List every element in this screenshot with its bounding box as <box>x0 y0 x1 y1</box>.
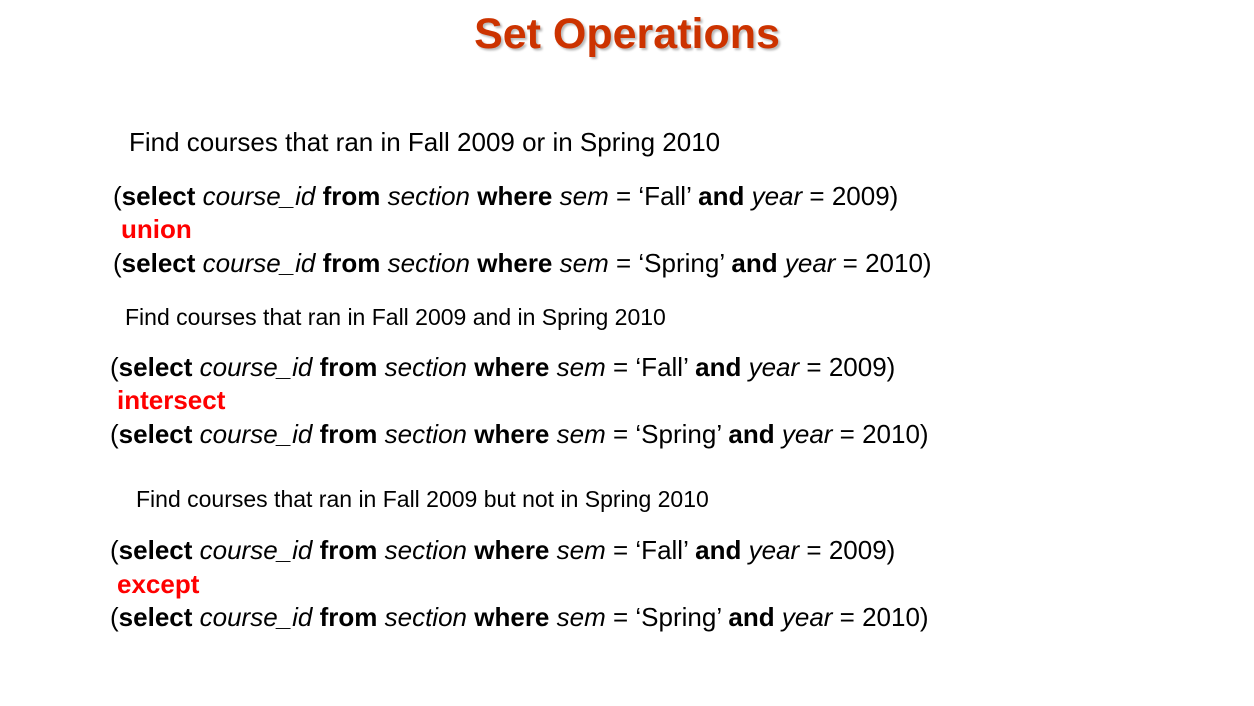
year-column: year <box>781 602 833 632</box>
intersect-operator: intersect <box>117 385 226 415</box>
equals-sign: = <box>605 602 636 632</box>
equals-sign: = <box>832 602 863 632</box>
relation-name: section <box>387 248 471 278</box>
where-keyword: where <box>474 602 550 632</box>
sem-column: sem <box>559 248 609 278</box>
sem-value: ‘Spring’ <box>638 248 725 278</box>
and-keyword: and <box>695 352 742 382</box>
equals-sign: = <box>802 181 832 211</box>
open-paren: ( <box>110 602 119 632</box>
open-paren: ( <box>110 419 119 449</box>
relation-name: section <box>384 602 468 632</box>
relation-name: section <box>384 419 468 449</box>
and-keyword: and <box>695 535 742 565</box>
equals-sign: = <box>605 535 636 565</box>
where-keyword: where <box>474 352 550 382</box>
union-query-spring: (select course_id from section where sem… <box>113 248 932 278</box>
sem-value: ‘Fall’ <box>638 181 691 211</box>
relation-name: section <box>387 181 471 211</box>
intersect-query-spring: (select course_id from section where sem… <box>110 419 929 449</box>
attribute-name: course_id <box>199 602 313 632</box>
intersect-query-fall: (select course_id from section where sem… <box>110 352 895 382</box>
year-value: 2010) <box>862 419 929 449</box>
where-keyword: where <box>474 419 550 449</box>
from-keyword: from <box>319 419 378 449</box>
relation-name: section <box>384 352 468 382</box>
year-column: year <box>781 419 833 449</box>
where-keyword: where <box>477 181 553 211</box>
select-keyword: select <box>121 248 196 278</box>
and-keyword: and <box>698 181 745 211</box>
sem-column: sem <box>559 181 609 211</box>
from-keyword: from <box>319 352 378 382</box>
slide-title: Set Operations <box>474 10 780 58</box>
relation-name: section <box>384 535 468 565</box>
intersect-description: Find courses that ran in Fall 2009 and i… <box>125 304 666 330</box>
where-keyword: where <box>474 535 550 565</box>
from-keyword: from <box>319 602 378 632</box>
attribute-name: course_id <box>202 181 316 211</box>
equals-sign: = <box>835 248 866 278</box>
union-operator: union <box>121 214 192 244</box>
year-column: year <box>748 535 800 565</box>
from-keyword: from <box>319 535 378 565</box>
select-keyword: select <box>118 602 193 632</box>
from-keyword: from <box>322 248 381 278</box>
select-keyword: select <box>118 535 193 565</box>
sem-column: sem <box>556 419 606 449</box>
open-paren: ( <box>113 248 122 278</box>
sem-value: ‘Fall’ <box>635 535 688 565</box>
sem-column: sem <box>556 602 606 632</box>
select-keyword: select <box>118 352 193 382</box>
equals-sign: = <box>832 419 863 449</box>
select-keyword: select <box>118 419 193 449</box>
year-value: 2009) <box>831 181 899 211</box>
year-value: 2009) <box>828 535 896 565</box>
equals-sign: = <box>608 181 639 211</box>
year-column: year <box>784 248 836 278</box>
attribute-name: course_id <box>199 535 313 565</box>
sem-value: ‘Spring’ <box>635 419 722 449</box>
attribute-name: course_id <box>202 248 316 278</box>
where-keyword: where <box>477 248 553 278</box>
sem-column: sem <box>556 535 606 565</box>
year-value: 2009) <box>828 352 896 382</box>
and-keyword: and <box>731 248 778 278</box>
except-operator: except <box>117 569 200 599</box>
year-value: 2010) <box>862 602 929 632</box>
equals-sign: = <box>605 352 636 382</box>
and-keyword: and <box>728 419 775 449</box>
except-query-spring: (select course_id from section where sem… <box>110 602 929 632</box>
sem-value: ‘Spring’ <box>635 602 722 632</box>
except-query-fall: (select course_id from section where sem… <box>110 535 895 565</box>
except-description: Find courses that ran in Fall 2009 but n… <box>136 486 709 512</box>
year-value: 2010) <box>865 248 932 278</box>
sem-value: ‘Fall’ <box>635 352 688 382</box>
equals-sign: = <box>799 535 829 565</box>
attribute-name: course_id <box>199 419 313 449</box>
select-keyword: select <box>121 181 196 211</box>
equals-sign: = <box>605 419 636 449</box>
equals-sign: = <box>799 352 829 382</box>
union-description: Find courses that ran in Fall 2009 or in… <box>129 127 721 157</box>
equals-sign: = <box>608 248 639 278</box>
and-keyword: and <box>728 602 775 632</box>
open-paren: ( <box>113 181 122 211</box>
union-query-fall: (select course_id from section where sem… <box>113 181 898 211</box>
attribute-name: course_id <box>199 352 313 382</box>
year-column: year <box>748 352 800 382</box>
year-column: year <box>751 181 803 211</box>
sem-column: sem <box>556 352 606 382</box>
from-keyword: from <box>322 181 381 211</box>
open-paren: ( <box>110 535 119 565</box>
open-paren: ( <box>110 352 119 382</box>
